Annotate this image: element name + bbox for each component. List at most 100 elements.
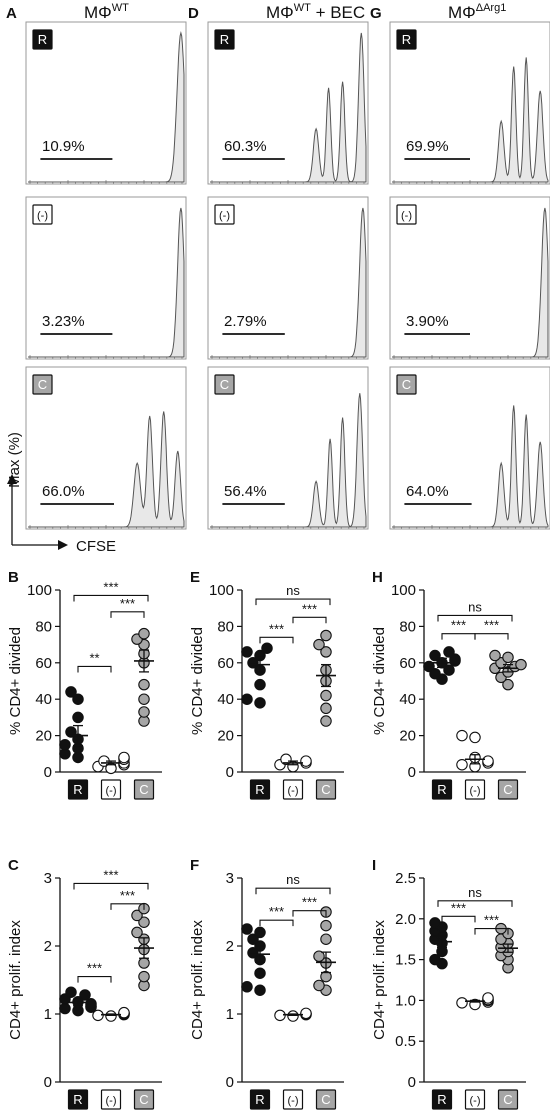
significance-bracket <box>77 976 112 983</box>
category-badge <box>497 1089 519 1110</box>
data-point <box>241 981 253 993</box>
y-tick-label: 0.5 <box>395 1033 416 1050</box>
data-point <box>429 667 441 680</box>
data-point <box>313 979 325 992</box>
significance-bracket <box>437 614 513 622</box>
y-tick-label: 100 <box>27 582 52 599</box>
y-axis-label: % CD4+ divided <box>189 627 206 735</box>
y-tick-label: 80 <box>399 618 416 635</box>
data-point <box>105 1010 117 1022</box>
data-point <box>138 916 150 928</box>
significance-label: *** <box>103 867 118 882</box>
data-point <box>138 693 150 705</box>
histogram-curve <box>210 207 367 358</box>
data-point <box>423 660 435 673</box>
gate-percent: 69.9% <box>406 138 449 155</box>
panel-letter-E: E <box>190 569 200 586</box>
row-badge <box>396 29 417 50</box>
row-badge-label: (-) <box>401 210 412 222</box>
data-point <box>456 729 468 742</box>
data-point <box>254 697 266 709</box>
data-point <box>254 926 266 939</box>
y-tick-label: 40 <box>35 691 52 708</box>
gate-percent: 56.4% <box>224 483 267 500</box>
significance-bracket <box>110 611 145 618</box>
category-badge <box>100 779 122 800</box>
y-tick-label: 40 <box>217 691 234 708</box>
y-axis-label: CD4+ prolif. index <box>7 920 24 1040</box>
histogram-panel: 3.23% (-) <box>25 196 187 360</box>
gate-percent: 10.9% <box>42 138 85 155</box>
histogram-panel: 69.9% R <box>389 21 550 185</box>
panel-letter-I: I <box>372 857 376 874</box>
significance-bracket <box>292 910 327 917</box>
category-badge <box>464 779 486 800</box>
significance-label: ** <box>89 650 99 665</box>
data-point <box>85 998 97 1010</box>
row-badge-label: C <box>38 377 47 392</box>
y-tick-label: 1 <box>226 1006 234 1023</box>
data-point <box>443 646 455 658</box>
data-point <box>482 992 494 1004</box>
histogram-panel: 3.90% (-) <box>389 196 550 360</box>
data-point <box>138 706 150 718</box>
panel-frame <box>389 196 550 360</box>
category-label: C <box>321 1092 330 1107</box>
data-point <box>429 953 441 966</box>
data-point <box>254 678 266 691</box>
data-point <box>138 678 150 691</box>
category-badge <box>431 1089 453 1110</box>
y-tick-label: 60 <box>399 655 416 672</box>
category-badge <box>282 779 304 800</box>
data-point <box>320 702 332 715</box>
significance-label: ns <box>286 872 300 887</box>
y-tick-label: 20 <box>35 728 52 745</box>
data-point <box>456 758 468 771</box>
y-tick-label: 0 <box>44 764 52 781</box>
category-label: R <box>255 782 264 797</box>
panel-letter-B: B <box>8 569 19 586</box>
category-badge <box>249 779 271 800</box>
histogram-panel: 60.3% R <box>207 21 369 185</box>
significance-label: ns <box>468 599 482 614</box>
row-badge-label: (-) <box>219 210 230 222</box>
histogram-curve <box>28 207 185 358</box>
significance-bracket <box>437 900 513 907</box>
significance-bracket <box>73 594 149 602</box>
row-badge-label: C <box>402 377 411 392</box>
y-tick-label: 1 <box>44 1006 52 1023</box>
category-badge <box>133 1089 155 1110</box>
dot-plot-H: H 0 20 40 60 80 100 % CD4+ divided R (-) C *** ***ns <box>371 569 527 800</box>
category-badge <box>100 1089 122 1110</box>
significance-label: *** <box>302 601 317 616</box>
flow-x-label: CFSE <box>76 538 116 555</box>
gate-percent: 2.79% <box>224 313 267 330</box>
data-point <box>429 649 441 662</box>
data-point <box>241 693 253 705</box>
significance-bracket <box>110 903 145 910</box>
category-label: R <box>73 1092 82 1107</box>
significance-bracket <box>292 616 327 624</box>
significance-bracket <box>441 633 476 640</box>
y-tick-label: 0 <box>44 1074 52 1091</box>
row-badge <box>32 204 53 225</box>
column-title: MΦWT + BEC <box>266 2 365 22</box>
y-tick-label: 40 <box>399 691 416 708</box>
significance-label: *** <box>269 904 284 919</box>
row-badge <box>396 204 417 225</box>
y-tick-label: 2.0 <box>395 911 416 928</box>
y-axis-label: % CD4+ divided <box>7 627 24 735</box>
data-point <box>138 957 150 969</box>
data-point <box>300 1007 312 1020</box>
data-point <box>261 642 273 654</box>
y-tick-label: 1.5 <box>395 952 416 969</box>
category-badge <box>67 1089 89 1110</box>
data-point <box>429 917 441 929</box>
category-badge <box>67 779 89 800</box>
histogram-curve <box>28 411 185 528</box>
data-point <box>515 658 527 671</box>
flow-y-label: Max (%) <box>6 432 23 488</box>
